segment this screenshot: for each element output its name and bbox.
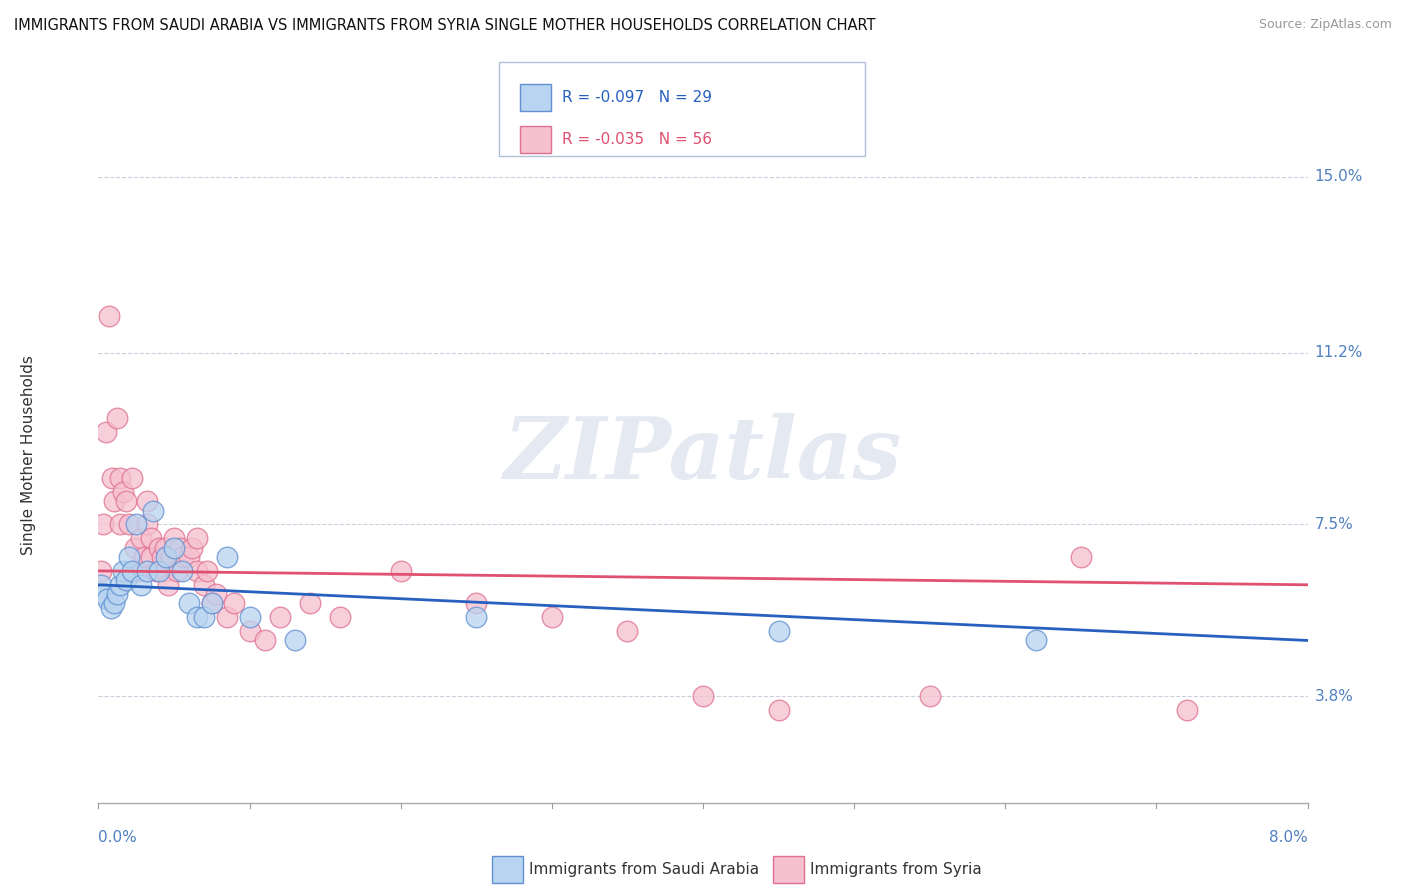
- Text: 15.0%: 15.0%: [1315, 169, 1362, 184]
- Text: 0.0%: 0.0%: [98, 830, 138, 845]
- Point: [1070, 549, 1092, 564]
- Point: [193, 578, 215, 592]
- Point: [195, 564, 218, 578]
- Point: [135, 517, 157, 532]
- Point: [616, 624, 638, 639]
- Point: [103, 494, 125, 508]
- Point: [155, 549, 177, 564]
- Point: [111, 485, 134, 500]
- Point: [284, 633, 307, 648]
- Point: [239, 610, 262, 624]
- Point: [141, 532, 163, 546]
- Text: ZIPatlas: ZIPatlas: [503, 413, 903, 497]
- Point: [768, 624, 790, 639]
- Point: [121, 471, 143, 485]
- Text: 7.5%: 7.5%: [1315, 517, 1354, 532]
- Point: [141, 549, 163, 564]
- Point: [93, 587, 115, 601]
- Point: [124, 541, 146, 555]
- Point: [160, 549, 183, 564]
- Point: [298, 596, 321, 610]
- Point: [224, 596, 246, 610]
- Point: [150, 549, 173, 564]
- Text: R = -0.097   N = 29: R = -0.097 N = 29: [562, 90, 713, 105]
- Point: [100, 601, 122, 615]
- Point: [253, 633, 276, 648]
- Point: [201, 596, 224, 610]
- Point: [108, 578, 131, 592]
- Text: 3.8%: 3.8%: [1315, 689, 1354, 704]
- Point: [465, 596, 488, 610]
- Point: [169, 541, 191, 555]
- Point: [145, 564, 167, 578]
- Text: Immigrants from Saudi Arabia: Immigrants from Saudi Arabia: [529, 863, 759, 877]
- Point: [186, 564, 208, 578]
- Point: [135, 494, 157, 508]
- Point: [163, 532, 186, 546]
- Point: [103, 596, 125, 610]
- Text: 8.0%: 8.0%: [1268, 830, 1308, 845]
- Point: [108, 471, 131, 485]
- Point: [177, 596, 201, 610]
- Point: [170, 564, 193, 578]
- Point: [186, 532, 208, 546]
- Point: [193, 610, 215, 624]
- Point: [918, 689, 941, 703]
- Point: [105, 410, 128, 425]
- Point: [153, 564, 176, 578]
- Point: [269, 610, 291, 624]
- Point: [1175, 703, 1198, 717]
- Point: [465, 610, 488, 624]
- Point: [114, 494, 136, 508]
- Point: [118, 517, 141, 532]
- Point: [692, 689, 714, 703]
- Point: [90, 564, 112, 578]
- Point: [166, 564, 188, 578]
- Point: [201, 596, 224, 610]
- Point: [114, 573, 136, 587]
- Point: [108, 517, 131, 532]
- Point: [540, 610, 562, 624]
- Text: 11.2%: 11.2%: [1315, 345, 1362, 360]
- Text: Single Mother Households: Single Mother Households: [21, 355, 35, 555]
- Point: [118, 549, 141, 564]
- Point: [101, 471, 124, 485]
- Text: Immigrants from Syria: Immigrants from Syria: [810, 863, 981, 877]
- Point: [91, 517, 114, 532]
- Point: [1024, 633, 1046, 648]
- Point: [389, 564, 412, 578]
- Point: [129, 578, 152, 592]
- Point: [90, 578, 112, 592]
- Point: [111, 564, 134, 578]
- Point: [98, 309, 121, 323]
- Text: R = -0.035   N = 56: R = -0.035 N = 56: [562, 132, 713, 147]
- Point: [135, 564, 157, 578]
- Point: [205, 587, 228, 601]
- Point: [94, 425, 117, 439]
- Text: IMMIGRANTS FROM SAUDI ARABIA VS IMMIGRANTS FROM SYRIA SINGLE MOTHER HOUSEHOLDS C: IMMIGRANTS FROM SAUDI ARABIA VS IMMIGRAN…: [14, 18, 876, 33]
- Point: [329, 610, 352, 624]
- Point: [132, 549, 155, 564]
- Point: [142, 503, 165, 517]
- Point: [181, 541, 204, 555]
- Point: [129, 532, 152, 546]
- Point: [177, 549, 201, 564]
- Point: [163, 541, 186, 555]
- Point: [96, 591, 118, 606]
- Point: [239, 624, 262, 639]
- Point: [127, 564, 149, 578]
- Point: [186, 610, 208, 624]
- Point: [153, 541, 176, 555]
- Point: [215, 549, 238, 564]
- Point: [172, 549, 194, 564]
- Point: [148, 564, 170, 578]
- Point: [121, 564, 143, 578]
- Point: [215, 610, 238, 624]
- Text: Source: ZipAtlas.com: Source: ZipAtlas.com: [1258, 18, 1392, 31]
- Point: [156, 578, 179, 592]
- Point: [148, 541, 170, 555]
- Point: [768, 703, 790, 717]
- Point: [105, 587, 128, 601]
- Point: [125, 517, 148, 532]
